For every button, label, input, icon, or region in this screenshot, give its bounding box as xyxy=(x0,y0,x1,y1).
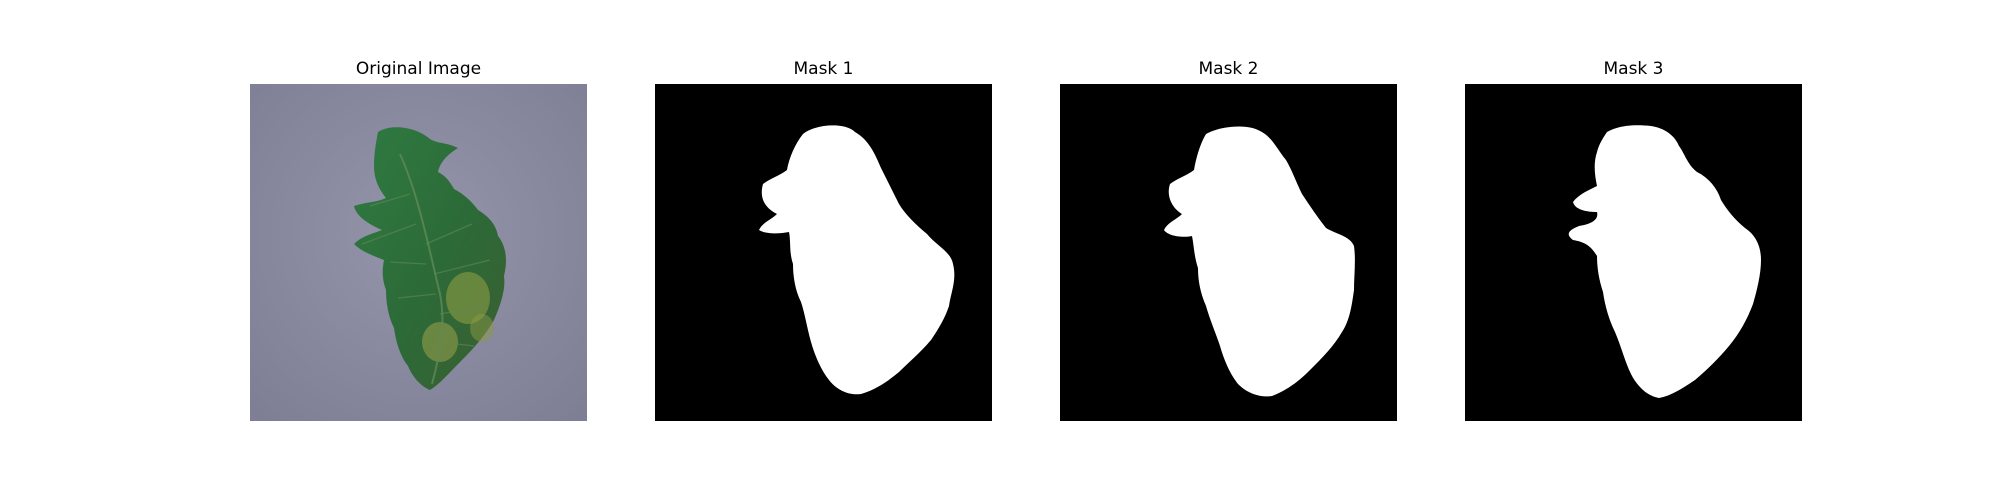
mask-3-panel xyxy=(1465,84,1802,421)
mask-2-image xyxy=(1060,84,1397,421)
mask-1-panel xyxy=(655,84,992,421)
mask-2-panel xyxy=(1060,84,1397,421)
leaf-mask xyxy=(759,125,955,395)
tomato-leaf-photo xyxy=(250,84,587,421)
mask-1-image xyxy=(655,84,992,421)
original-image-panel xyxy=(250,84,587,421)
panel-title-original: Original Image xyxy=(355,59,482,79)
leaf-veins xyxy=(361,193,491,347)
leaf-shape xyxy=(354,127,506,391)
panel-title-mask-2: Mask 2 xyxy=(1198,59,1259,79)
panel-title-mask-1: Mask 1 xyxy=(793,59,854,79)
panel-title-mask-3: Mask 3 xyxy=(1603,59,1664,79)
leaf-midrib xyxy=(399,153,444,385)
leaf-mask xyxy=(1164,126,1355,397)
mask-3-image xyxy=(1465,84,1802,421)
leaf-mask xyxy=(1568,125,1761,398)
leaf-spot xyxy=(470,314,494,342)
